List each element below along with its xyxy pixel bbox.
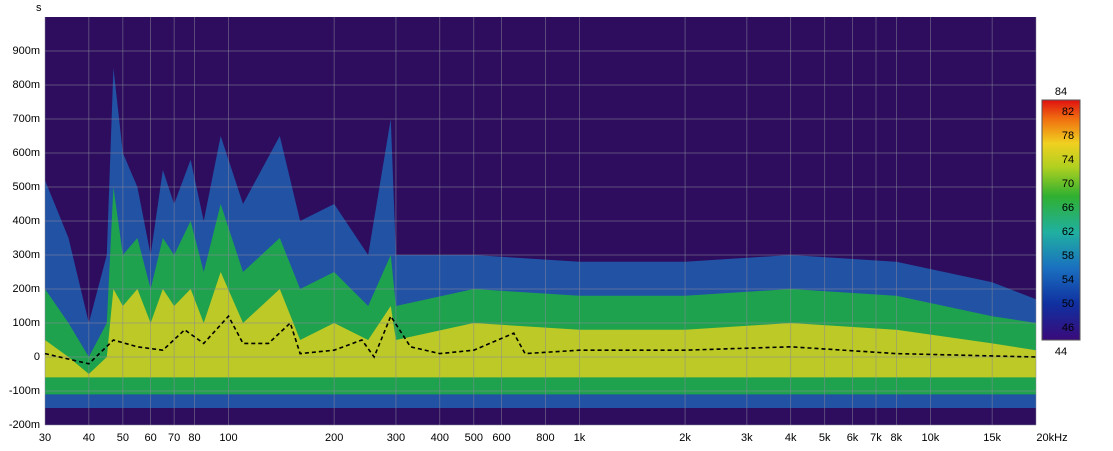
x-tick-label: 80 xyxy=(188,432,200,444)
x-tick-label: 60 xyxy=(145,432,157,444)
x-tick-label: 300 xyxy=(387,432,405,444)
x-tick-label: 5k xyxy=(819,432,831,444)
x-tick-label: 100 xyxy=(219,432,237,444)
x-tick-label: 500 xyxy=(465,432,483,444)
y-axis-label: s xyxy=(36,2,42,14)
x-tick-label: 800 xyxy=(536,432,554,444)
colorbar-tick-label: 74 xyxy=(1062,154,1074,166)
x-tick-label: 10k xyxy=(921,432,939,444)
x-tick-label: 400 xyxy=(431,432,449,444)
colorbar-tick-label: 58 xyxy=(1062,250,1074,262)
x-tick-label: 4k xyxy=(785,432,797,444)
x-tick-label: 600 xyxy=(492,432,510,444)
y-tick-label: 700m xyxy=(12,113,40,125)
y-tick-label: 300m xyxy=(12,249,40,261)
colorbar-tick-label: 78 xyxy=(1062,130,1074,142)
colorbar-tick-label: 66 xyxy=(1062,202,1074,214)
colorbar xyxy=(1041,99,1081,341)
colorbar-tick-label: 82 xyxy=(1062,106,1074,118)
peak-line xyxy=(44,314,1037,365)
y-tick-label: 900m xyxy=(12,45,40,57)
x-tick-label: 200 xyxy=(325,432,343,444)
y-tick-label: 200m xyxy=(12,283,40,295)
y-tick-label: 600m xyxy=(12,147,40,159)
x-tick-label: 1k xyxy=(574,432,586,444)
x-tick-label: 3k xyxy=(741,432,753,444)
colorbar-tick-label: 54 xyxy=(1062,274,1074,286)
colorbar-tick-label: 50 xyxy=(1062,298,1074,310)
x-tick-label: 70 xyxy=(168,432,180,444)
y-tick-label: -100m xyxy=(9,385,40,397)
x-tick-label: 6k xyxy=(847,432,859,444)
x-tick-label: 7k xyxy=(870,432,882,444)
x-tick-label: 50 xyxy=(117,432,129,444)
decay-area xyxy=(45,272,1036,378)
y-tick-label: 800m xyxy=(12,79,40,91)
colorbar-tick-label: 70 xyxy=(1062,178,1074,190)
x-tick-label: 30 xyxy=(39,432,51,444)
y-tick-label: -200m xyxy=(9,419,40,431)
colorbar-tick-label: 62 xyxy=(1062,226,1074,238)
y-tick-label: 400m xyxy=(12,215,40,227)
colorbar-tick-label: 44 xyxy=(1055,346,1067,358)
x-tick-label: 40 xyxy=(83,432,95,444)
y-tick-label: 0 xyxy=(34,351,40,363)
y-tick-label: 100m xyxy=(12,317,40,329)
x-tick-label: 20kHz xyxy=(1036,432,1067,444)
colorbar-tick-label: 46 xyxy=(1062,322,1074,334)
x-tick-label: 8k xyxy=(891,432,903,444)
y-tick-label: 500m xyxy=(12,181,40,193)
x-tick-label: 2k xyxy=(679,432,691,444)
x-tick-label: 15k xyxy=(983,432,1001,444)
colorbar-tick-label: 84 xyxy=(1055,86,1067,98)
